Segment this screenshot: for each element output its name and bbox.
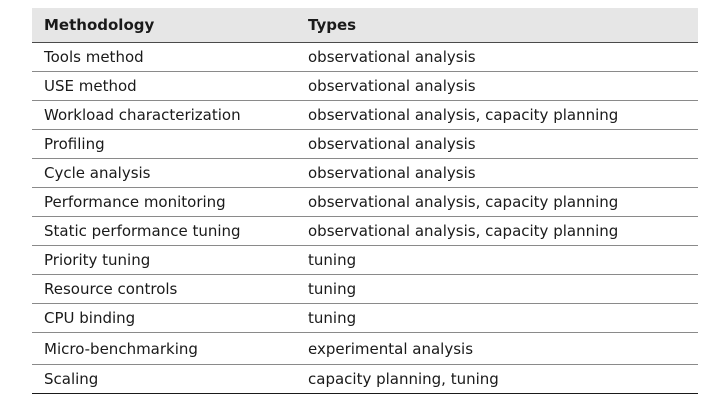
header-methodology: Methodology (32, 8, 296, 43)
methodology-cell: USE method (32, 71, 296, 101)
header-row: Methodology Types (32, 8, 698, 43)
table-row: Cycle analysis observational analysis (32, 158, 698, 188)
methodology-cell: Priority tuning (32, 245, 296, 275)
table-row: Micro-benchmarking experimental analysis (32, 332, 698, 365)
methodology-cell: Static performance tuning (32, 216, 296, 246)
methodology-table: Methodology Types Tools method observati… (32, 8, 698, 394)
types-cell: experimental analysis (296, 332, 698, 365)
table-row: Profiling observational analysis (32, 129, 698, 159)
methodology-cell: Profiling (32, 129, 296, 159)
types-cell: observational analysis (296, 129, 698, 159)
table-row: Tools method observational analysis (32, 42, 698, 72)
types-cell: observational analysis, capacity plannin… (296, 216, 698, 246)
methodology-cell: Resource controls (32, 274, 296, 304)
methodology-cell: Workload characterization (32, 100, 296, 130)
types-cell: tuning (296, 274, 698, 304)
table-row: Resource controls tuning (32, 274, 698, 304)
methodology-cell: Cycle analysis (32, 158, 296, 188)
types-cell: observational analysis (296, 158, 698, 188)
table-row: Performance monitoring observational ana… (32, 187, 698, 217)
types-cell: observational analysis (296, 71, 698, 101)
methodology-cell: Micro-benchmarking (32, 332, 296, 365)
table-row: Workload characterization observational … (32, 100, 698, 130)
types-cell: tuning (296, 303, 698, 333)
types-cell: tuning (296, 245, 698, 275)
types-cell: observational analysis, capacity plannin… (296, 100, 698, 130)
types-cell: observational analysis (296, 42, 698, 72)
methodology-cell: Performance monitoring (32, 187, 296, 217)
types-cell: observational analysis, capacity plannin… (296, 187, 698, 217)
table-row: USE method observational analysis (32, 71, 698, 101)
table-header: Methodology Types (32, 8, 698, 43)
table-row: Static performance tuning observational … (32, 216, 698, 246)
methodology-table-container: Methodology Types Tools method observati… (32, 8, 698, 394)
table-body: Tools method observational analysis USE … (32, 42, 698, 394)
methodology-cell: Tools method (32, 42, 296, 72)
table-row: CPU binding tuning (32, 303, 698, 333)
table-row: Priority tuning tuning (32, 245, 698, 275)
header-types: Types (296, 8, 698, 43)
types-cell: capacity planning, tuning (296, 364, 698, 394)
methodology-cell: Scaling (32, 364, 296, 394)
methodology-cell: CPU binding (32, 303, 296, 333)
table-row: Scaling capacity planning, tuning (32, 364, 698, 394)
